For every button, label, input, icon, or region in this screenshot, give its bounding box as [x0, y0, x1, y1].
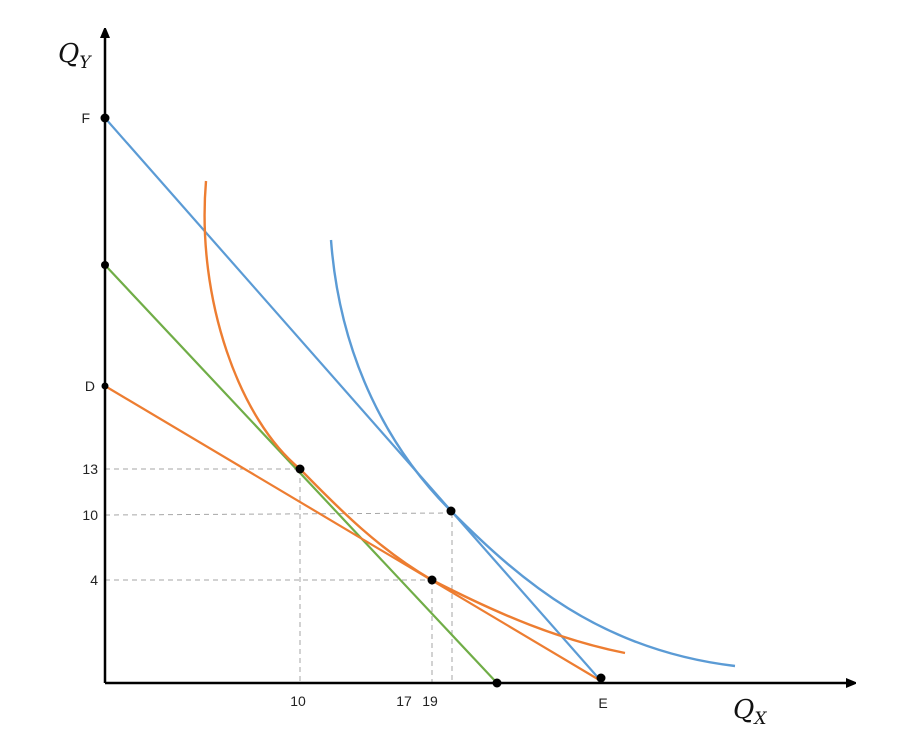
- guide-lines: [104, 468, 453, 683]
- point-tangent-17-4: [427, 575, 437, 585]
- tick-y-13: 13: [82, 461, 98, 477]
- points: [100, 113, 606, 688]
- budget-line-green: [104, 264, 498, 684]
- point-tangent-10-13: [295, 464, 305, 474]
- tick-x-10: 10: [290, 693, 306, 709]
- budget-line-FE: [104, 117, 602, 682]
- indifference-curve-blue: [329, 239, 736, 668]
- indifference-curve-orange-1: [203, 180, 626, 655]
- point-F: [100, 113, 110, 123]
- tick-y-4: 4: [90, 572, 98, 588]
- y-axis-label: QY: [58, 39, 92, 73]
- point-green-x-intercept: [492, 678, 502, 688]
- label-E: E: [598, 695, 607, 711]
- point-tangent-19-10: [446, 506, 456, 516]
- label-F: F: [81, 110, 90, 126]
- point-D: [101, 382, 109, 390]
- point-E: [596, 673, 606, 683]
- tick-x-19: 19: [422, 693, 438, 709]
- tick-y-10: 10: [82, 507, 98, 523]
- point-green-y-intercept: [101, 261, 109, 269]
- x-axis-label: QX: [733, 695, 767, 729]
- label-D: D: [85, 378, 95, 394]
- guide-y-10: [104, 512, 452, 516]
- budget-line-DE: [104, 385, 602, 682]
- tick-x-17: 17: [396, 693, 412, 709]
